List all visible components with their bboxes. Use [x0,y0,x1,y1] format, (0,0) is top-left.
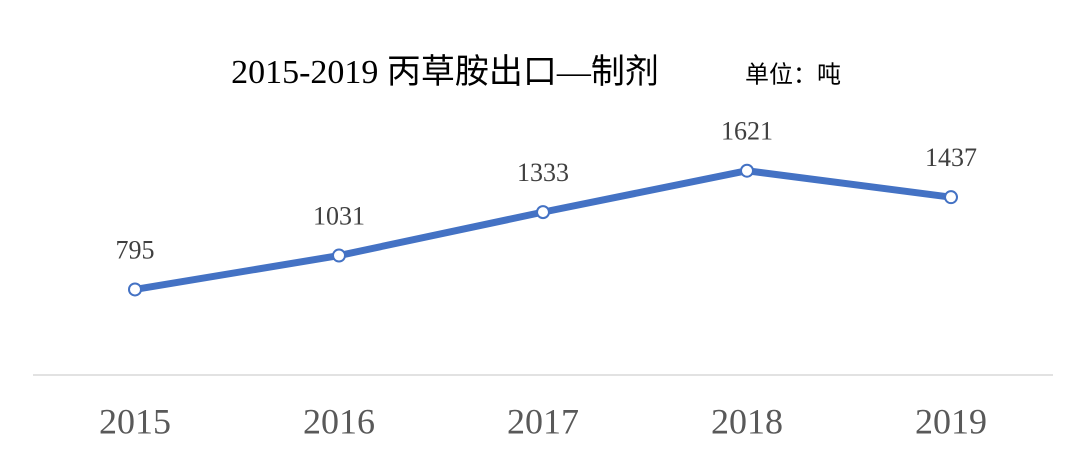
data-point [536,205,550,220]
x-tick-label: 2016 [303,401,375,441]
data-point [740,163,754,178]
data-point [332,248,346,263]
x-tick-label: 2017 [507,401,579,441]
data-label: 1437 [925,143,977,172]
data-label: 1333 [517,158,569,187]
data-label: 1621 [721,117,773,146]
data-point [944,190,958,205]
x-tick-label: 2018 [711,401,783,441]
chart-title: 2015-2019 丙草胺出口—制剂 [231,53,659,91]
data-point [128,282,142,297]
x-tick-label: 2015 [99,401,171,441]
x-tick-label: 2019 [915,401,987,441]
chart-subtitle: 单位：吨 [745,62,841,89]
line-series [131,167,955,293]
data-label: 795 [116,235,155,264]
data-label: 1031 [313,202,365,231]
